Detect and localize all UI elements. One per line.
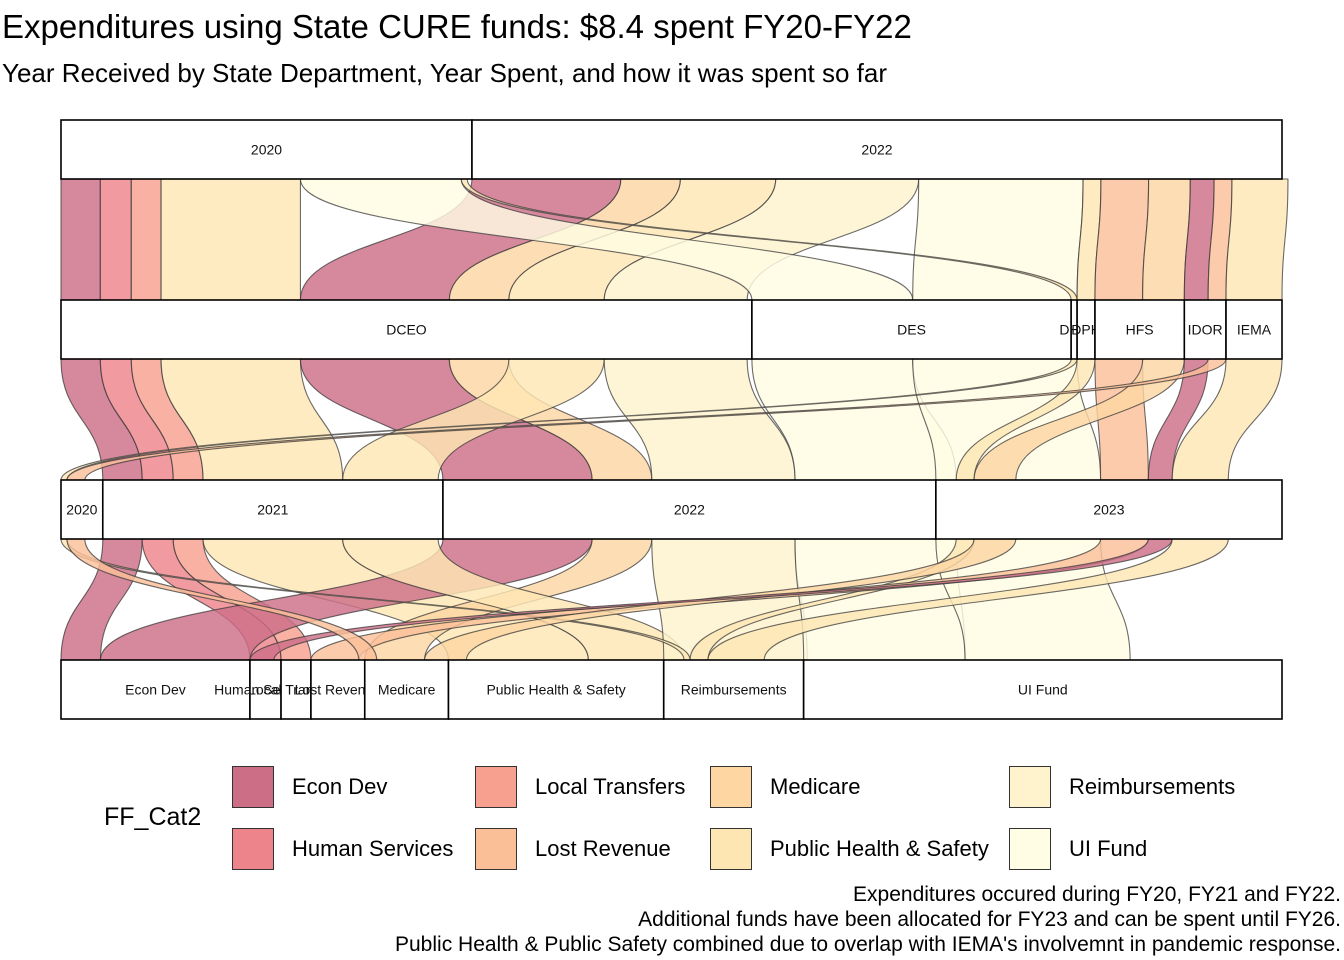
legend-swatch-econ-dev (232, 766, 274, 808)
stratum-label-1-idor: IDOR (1188, 322, 1223, 338)
legend-swatch-reimbursements (1009, 766, 1051, 808)
legend-swatch-ui-fund (1009, 828, 1051, 870)
stratum-label-1-dceo: DCEO (386, 322, 427, 338)
stratum-box-2-2022 (442, 479, 937, 540)
stratum-label-2-2022: 2022 (674, 502, 705, 518)
stratum-label-3-ui-fund: UI Fund (1018, 682, 1068, 698)
caption-line-3: Public Health & Public Safety combined d… (395, 933, 1341, 956)
legend-item-econ-dev: Econ Dev (232, 764, 387, 810)
stratum-label-1-iema: IEMA (1237, 322, 1272, 338)
legend-label-human-services: Human Services (292, 836, 454, 861)
legend-label-public-health-safety: Public Health & Safety (770, 836, 989, 861)
stratum-label-3-econ-dev: Econ Dev (125, 682, 186, 698)
stratum-label-1-des: DES (897, 322, 926, 338)
legend-label-medicare: Medicare (770, 774, 861, 799)
legend-item-reimbursements: Reimbursements (1009, 764, 1235, 810)
flow-local-transfers-2-band-0 (130, 178, 162, 301)
flow-medicare-13-band-0 (1142, 178, 1191, 301)
stratum-box-3-ui-fund (802, 659, 1283, 720)
flow-public-health-and-safety-16-band-0 (1225, 178, 1289, 301)
legend-item-local-transfers: Local Transfers (475, 764, 685, 810)
stratum-box-3-medicare (363, 659, 450, 720)
legend-label-econ-dev: Econ Dev (292, 774, 388, 799)
stratum-box-3-econ-dev (60, 659, 251, 720)
legend-swatch-public-health-safety (710, 828, 752, 870)
stratum-label-1-hfs: HFS (1126, 322, 1154, 338)
legend-item-human-services: Human Services (232, 826, 453, 872)
legend-item-lost-revenue: Lost Revenue (475, 826, 671, 872)
stratum-box-2-2020 (60, 479, 104, 540)
legend-label-lost-revenue: Lost Revenue (535, 836, 671, 861)
caption-line-1: Expenditures occured during FY20, FY21 a… (853, 883, 1341, 906)
stratum-label-3-public-health-and-safety: Public Health & Safety (486, 682, 625, 698)
legend-swatch-lost-revenue (475, 828, 517, 870)
stratum-label-0-2022: 2022 (861, 142, 892, 158)
legend-label-local-transfers: Local Transfers (535, 774, 686, 799)
caption-line-2: Additional funds have been allocated for… (638, 908, 1341, 931)
stratum-box-3-local-transfers (280, 659, 312, 720)
flow-lost-revenue-12-band-0 (1094, 178, 1150, 301)
flow-public-health-and-safety-3-band-0 (160, 178, 301, 301)
stratum-label-2-2020: 2020 (66, 502, 97, 518)
stratum-label-3-medicare: Medicare (378, 682, 436, 698)
stratum-box-1-iema (1225, 299, 1283, 360)
flow-econ-dev-0-band-0 (60, 178, 101, 301)
legend-swatch-local-transfers (475, 766, 517, 808)
stratum-label-3-lost-revenue: Lost Revenue (295, 682, 382, 698)
stratum-box-2-2023 (935, 479, 1283, 540)
legend-item-public-health-safety: Public Health & Safety (710, 826, 989, 872)
stratum-label-1-dph: DPH (1071, 322, 1101, 338)
stratum-label-0-2020: 2020 (251, 142, 282, 158)
legend-swatch-human-services (232, 828, 274, 870)
flows (60, 178, 1289, 661)
stratum-label-2-2023: 2023 (1093, 502, 1124, 518)
stratum-box-1-dceo (60, 299, 753, 360)
legend-label-ui-fund: UI Fund (1069, 836, 1148, 861)
legend-item-ui-fund: UI Fund (1009, 826, 1147, 872)
legend-title: FF_Cat2 (104, 803, 202, 831)
chart-title: Expenditures using State CURE funds: $8.… (2, 8, 912, 45)
stratum-label-2-2021: 2021 (257, 502, 288, 518)
legend-label-reimbursements: Reimbursements (1069, 774, 1236, 799)
legend-item-medicare: Medicare (710, 764, 860, 810)
stratum-label-3-reimbursements: Reimbursements (681, 682, 787, 698)
stratum-box-2-2021 (101, 479, 444, 540)
stratum-box-1-hfs (1094, 299, 1186, 360)
legend-swatch-medicare (710, 766, 752, 808)
flow-ui-fund-9-band-0 (912, 178, 1084, 301)
stratum-box-1-idor (1183, 299, 1227, 360)
flow-human-services-1-band-0 (99, 178, 132, 301)
stratum-box-0-2022 (471, 119, 1283, 180)
chart-subtitle: Year Received by State Department, Year … (2, 58, 888, 88)
